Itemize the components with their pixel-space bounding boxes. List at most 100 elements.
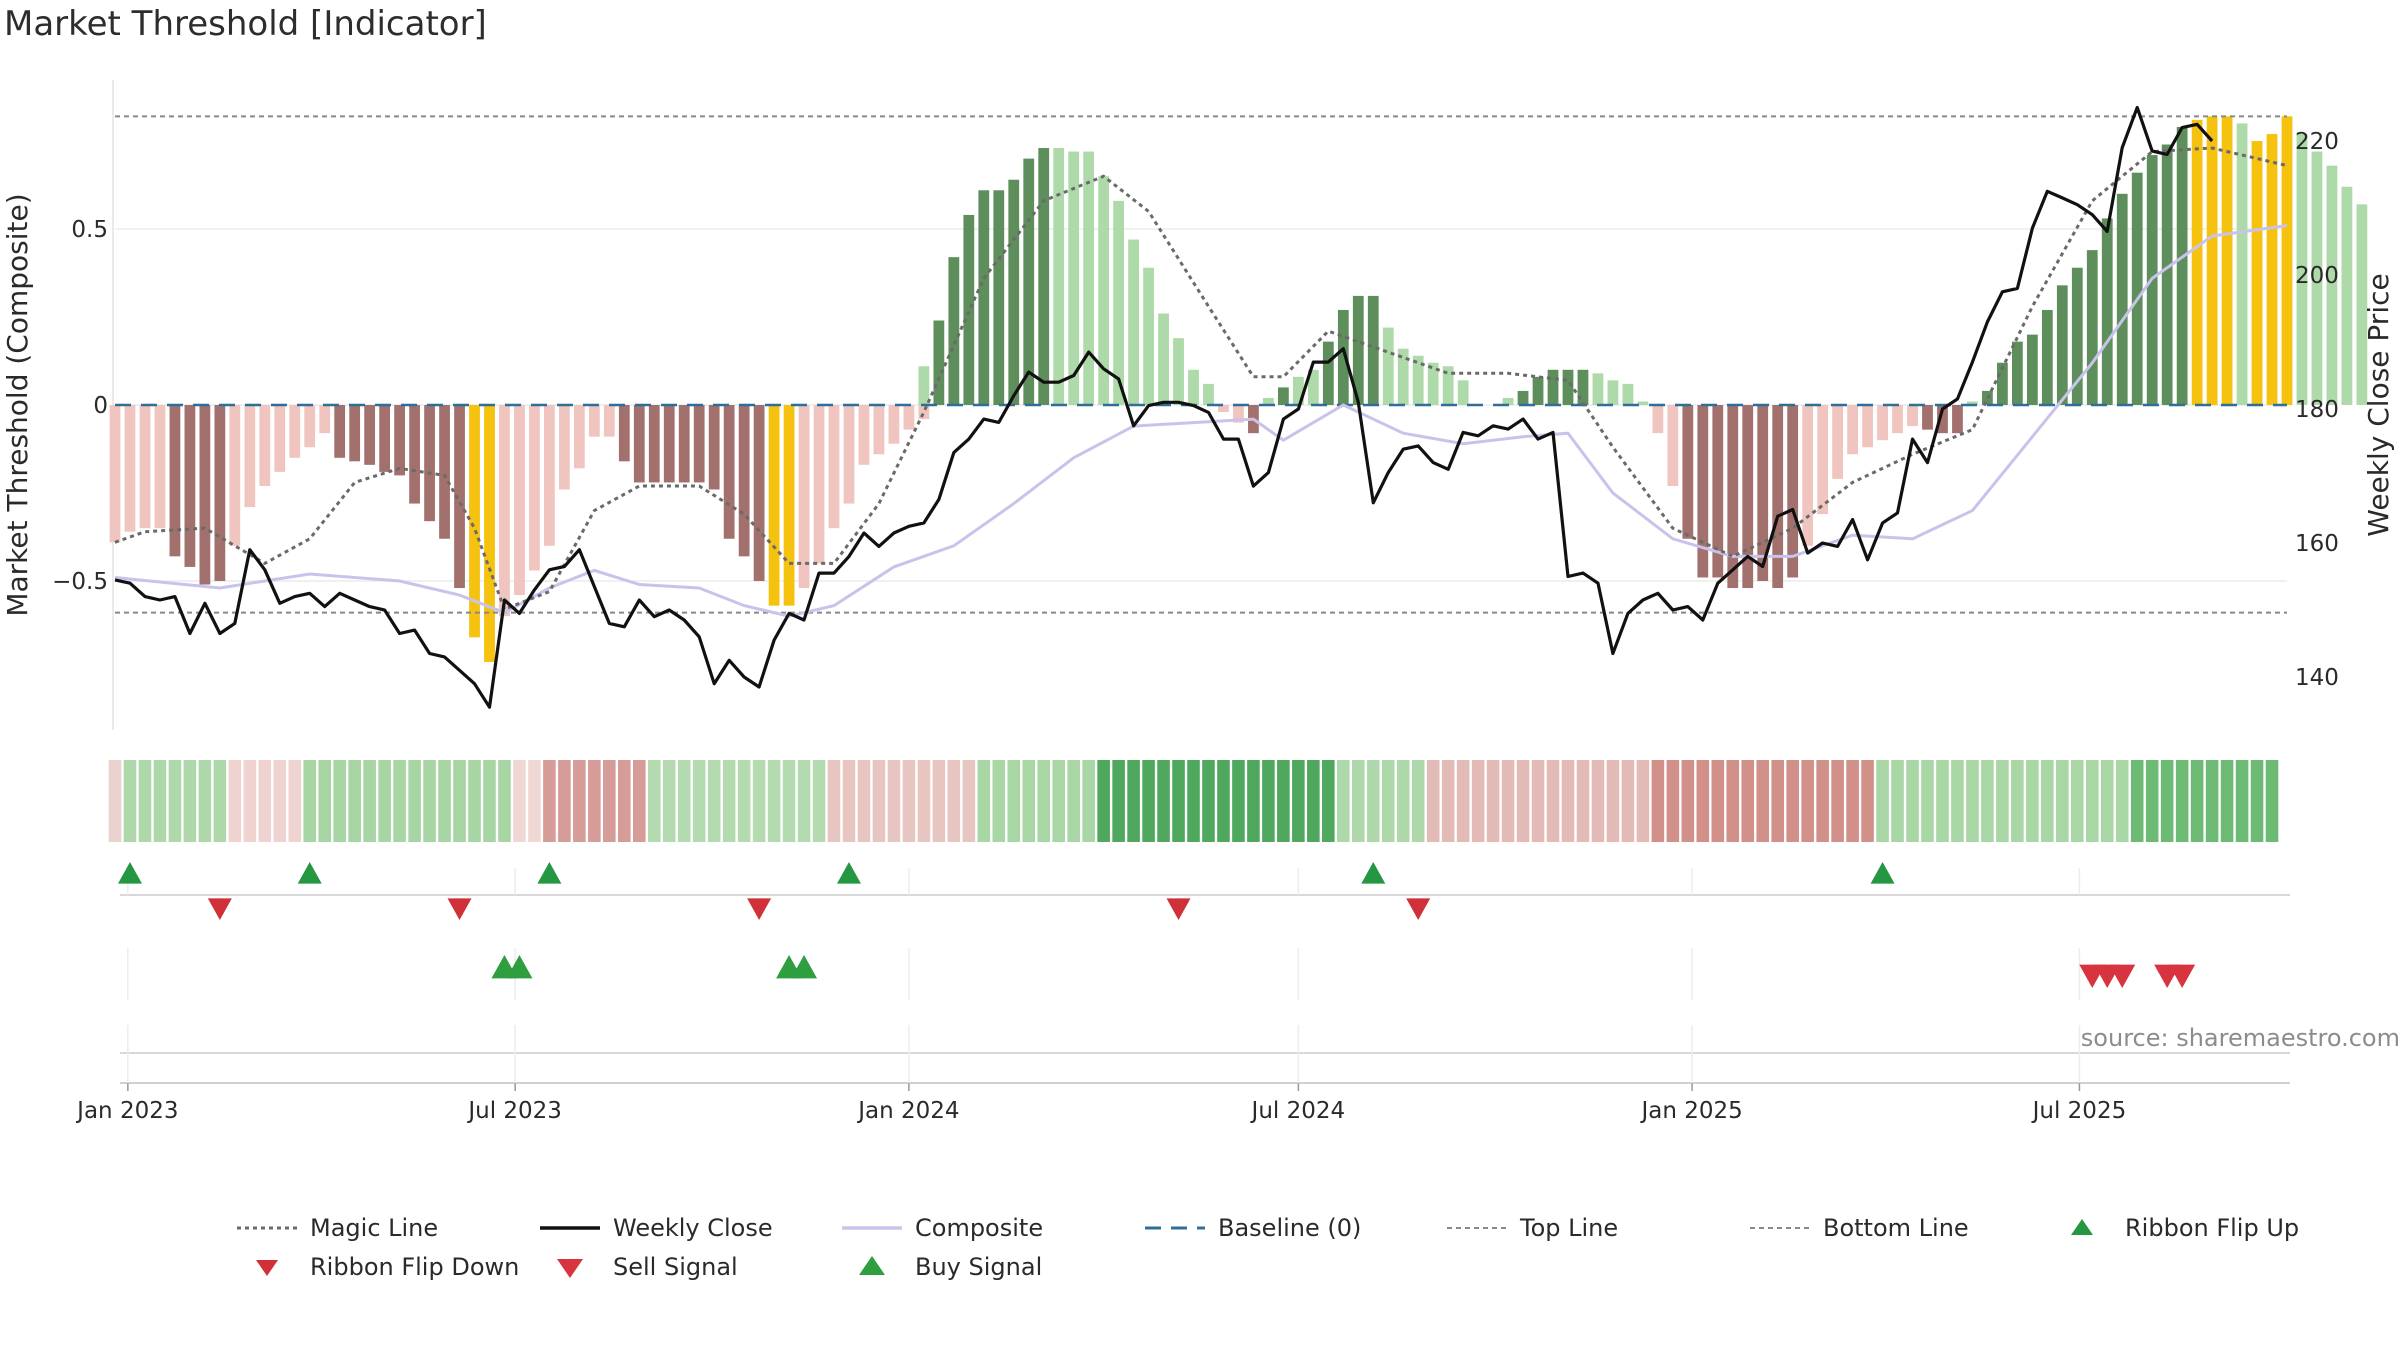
composite-bar xyxy=(1203,383,1214,405)
composite-bar xyxy=(1547,369,1559,405)
x-tick-label: Jul 2025 xyxy=(2031,1098,2127,1124)
composite-bar xyxy=(918,366,930,405)
composite-bar xyxy=(1008,179,1020,405)
ribbon-cell xyxy=(1232,760,1245,842)
composite-bar xyxy=(588,405,600,437)
legend-label: Composite xyxy=(915,1214,1043,1242)
ribbon-cell xyxy=(1576,760,1590,842)
ribbon-cell xyxy=(1951,760,1964,842)
composite-bar xyxy=(783,405,795,606)
composite-bar xyxy=(2071,267,2083,405)
composite-bar xyxy=(364,405,376,465)
ribbon-cell xyxy=(1666,760,1680,842)
ribbon-cell xyxy=(1456,760,1470,842)
ribbon-cell xyxy=(1906,760,1919,842)
ribbon-cell xyxy=(962,760,976,842)
composite-bar xyxy=(1772,405,1784,589)
composite-bar xyxy=(1652,405,1664,434)
sell-signal-marker xyxy=(2109,964,2136,988)
composite-bar xyxy=(1322,341,1334,405)
composite-bar xyxy=(1233,405,1244,423)
composite-bar xyxy=(918,405,930,420)
ribbon-flip-up-marker xyxy=(836,862,861,884)
composite-bar xyxy=(1607,380,1619,405)
y-right-axis-title: Weekly Close Price xyxy=(2362,273,2395,536)
composite-bar xyxy=(1337,309,1349,405)
composite-bar xyxy=(2176,126,2188,406)
ribbon-cell xyxy=(1037,760,1051,842)
composite-bar xyxy=(1098,176,1110,405)
magic-line xyxy=(114,146,2288,611)
ribbon-cell xyxy=(1531,760,1545,842)
ribbon-cell xyxy=(2085,760,2099,842)
composite-bar xyxy=(1922,405,1933,430)
composite-bar xyxy=(558,405,570,490)
ribbon-cell xyxy=(902,760,916,842)
composite-bar xyxy=(1907,405,1918,427)
x-tick-label: Jan 2024 xyxy=(856,1098,959,1124)
composite-bar xyxy=(1218,405,1229,413)
ribbon-cell xyxy=(1202,760,1215,842)
legend-label: Weekly Close xyxy=(613,1214,773,1242)
composite-bar xyxy=(184,405,196,567)
composite-bar xyxy=(1532,376,1544,405)
ribbon-cell xyxy=(662,760,676,842)
composite-bar xyxy=(648,405,660,483)
composite-bar xyxy=(1817,405,1829,515)
composite-bar xyxy=(499,405,510,617)
ribbon-cell xyxy=(1381,760,1395,842)
ribbon-cell xyxy=(797,760,811,842)
ribbon-cell xyxy=(1366,760,1380,842)
ribbon-cell xyxy=(1157,760,1170,842)
ribbon-cell xyxy=(303,760,317,842)
composite-bar xyxy=(1682,405,1694,539)
ribbon-cell xyxy=(827,760,841,842)
ribbon-cell xyxy=(198,760,212,842)
ribbon-cell xyxy=(573,760,586,842)
legend-item: Baseline (0) xyxy=(1145,1214,1361,1242)
ribbon-cell xyxy=(1052,760,1065,842)
composite-bar xyxy=(603,405,615,437)
ribbon-cell xyxy=(243,760,257,842)
ribbon-cell xyxy=(1831,760,1844,842)
ribbon-cell xyxy=(273,760,287,842)
ribbon-cell xyxy=(992,760,1006,842)
ribbon-cell xyxy=(857,760,871,842)
composite-bar xyxy=(109,405,121,543)
composite-bar xyxy=(1517,390,1529,405)
legend-label: Magic Line xyxy=(310,1214,438,1242)
ribbon-cell xyxy=(2056,760,2069,842)
legend-item: Magic Line xyxy=(237,1214,438,1242)
ribbon-cell xyxy=(468,760,481,842)
ribbon-flip-down-marker xyxy=(1166,898,1191,920)
sell-signal-marker xyxy=(2169,964,2196,988)
composite-bar xyxy=(124,405,136,532)
composite-bar xyxy=(798,405,810,589)
composite-bar xyxy=(514,405,525,596)
composite-bar xyxy=(1143,267,1154,405)
ribbon-cell xyxy=(1441,760,1455,842)
ribbon-cell xyxy=(1606,760,1620,842)
composite-bar xyxy=(1592,373,1604,405)
ribbon-cell xyxy=(348,760,361,842)
y-right-tick-label: 140 xyxy=(2295,665,2339,691)
ribbon-cell xyxy=(108,760,122,842)
composite-bar xyxy=(304,405,316,448)
composite-bar xyxy=(858,405,870,465)
ribbon-cell xyxy=(1741,760,1755,842)
legend-swatch-flip-down xyxy=(256,1260,278,1276)
chart-title: Market Threshold [Indicator] xyxy=(4,4,487,44)
composite-bar xyxy=(1038,148,1050,406)
composite-bar xyxy=(723,405,735,539)
ribbon-cell xyxy=(153,760,167,842)
x-tick-label: Jul 2023 xyxy=(466,1098,562,1124)
ribbon-cell xyxy=(2100,760,2114,842)
composite-bar xyxy=(2266,133,2278,405)
composite-bar xyxy=(1023,158,1035,405)
ribbon-cell xyxy=(1786,760,1799,842)
ribbon-cell xyxy=(1516,760,1530,842)
signal-markers xyxy=(117,862,2196,988)
composite-bar xyxy=(2221,116,2233,406)
composite-bar xyxy=(1083,151,1095,405)
ribbon-cell xyxy=(1322,760,1335,842)
